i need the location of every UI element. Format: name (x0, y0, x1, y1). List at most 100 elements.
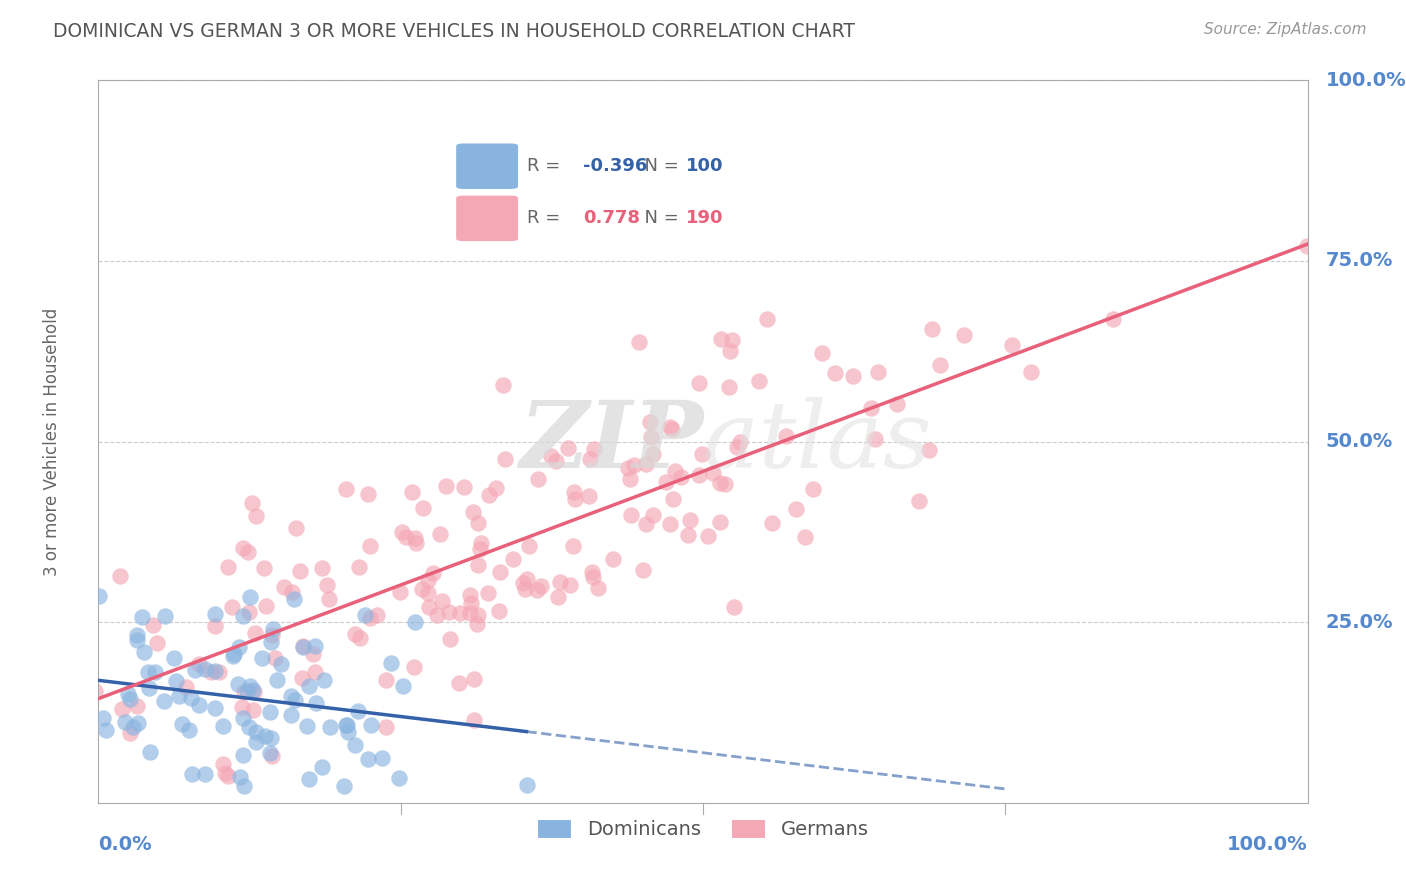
Point (557, 442, 579, 456)
Point (240, 496, 263, 510)
Point (488, 604, 510, 618)
Point (725, 441, 748, 455)
Point (623, 458, 645, 472)
Point (224, 647, 246, 661)
Point (515, 582, 537, 596)
Point (391, 525, 413, 540)
FancyBboxPatch shape (456, 194, 519, 243)
Point (111, 702, 134, 716)
Point (1019, 365, 1042, 379)
Point (388, 772, 411, 786)
Point (242, 703, 264, 717)
Point (335, 483, 357, 497)
Point (311, 561, 333, 575)
Text: -0.396: -0.396 (583, 157, 647, 175)
Point (392, 679, 415, 693)
Point (245, 626, 267, 640)
Point (91, 711, 114, 725)
Point (562, 484, 585, 499)
Point (664, 463, 686, 477)
Point (676, 528, 699, 542)
Text: R =: R = (527, 157, 567, 175)
Point (145, 841, 167, 855)
Point (478, 488, 501, 502)
Point (669, 470, 692, 484)
Point (143, 665, 166, 679)
Point (336, 718, 359, 732)
Point (349, 631, 371, 645)
Point (204, 619, 226, 633)
Point (280, 707, 302, 722)
Point (138, 681, 160, 695)
Point (260, 634, 283, 648)
Point (908, 494, 931, 508)
Point (357, 752, 380, 766)
Point (290, 564, 312, 578)
Point (204, 665, 226, 679)
Point (540, 449, 562, 463)
Text: 75.0%: 75.0% (1326, 252, 1393, 270)
Point (45, 798, 67, 813)
Point (709, 476, 731, 491)
Point (353, 607, 375, 622)
Point (627, 335, 650, 350)
Point (775, 428, 797, 442)
Point (263, 651, 285, 665)
Point (458, 606, 481, 620)
Point (579, 451, 602, 466)
Point (470, 536, 492, 550)
Point (636, 517, 658, 532)
Point (217, 769, 239, 783)
Point (97, 857, 120, 871)
Point (748, 374, 770, 388)
Point (453, 480, 475, 494)
Point (343, 626, 366, 640)
Point (212, 719, 235, 733)
Point (183, 663, 205, 677)
Point (235, 683, 257, 698)
Point (515, 778, 537, 792)
Point (243, 685, 266, 699)
Point (512, 576, 534, 591)
Point (918, 442, 941, 457)
Point (17, 593, 39, 607)
Point (32, 683, 55, 698)
Point (638, 416, 661, 430)
Point (430, 594, 453, 608)
Point (359, 539, 381, 553)
Point (187, 657, 209, 671)
Point (550, 575, 572, 590)
Point (228, 640, 250, 654)
Point (177, 723, 200, 738)
Point (131, 609, 153, 624)
Point (460, 588, 482, 602)
Point (127, 628, 149, 642)
Point (180, 690, 202, 705)
Point (239, 590, 262, 604)
Point (658, 420, 681, 434)
Point (39, 585, 62, 599)
Point (467, 607, 489, 622)
Text: N =: N = (633, 157, 685, 175)
Point (204, 701, 226, 715)
Point (721, 333, 744, 347)
Point (389, 584, 412, 599)
Point (117, 687, 139, 701)
Point (526, 583, 548, 598)
Point (723, 599, 745, 614)
Point (242, 683, 264, 698)
Point (284, 521, 307, 535)
Point (886, 397, 908, 411)
Text: 50.0%: 50.0% (1326, 432, 1393, 451)
Point (305, 696, 328, 710)
Point (270, 657, 292, 672)
Point (460, 596, 482, 610)
Point (259, 746, 281, 760)
Point (436, 479, 458, 493)
Point (492, 378, 515, 392)
Point (122, 720, 145, 734)
Point (212, 756, 235, 771)
Text: Source: ZipAtlas.com: Source: ZipAtlas.com (1204, 22, 1367, 37)
Point (120, 691, 142, 706)
Point (360, 718, 382, 732)
